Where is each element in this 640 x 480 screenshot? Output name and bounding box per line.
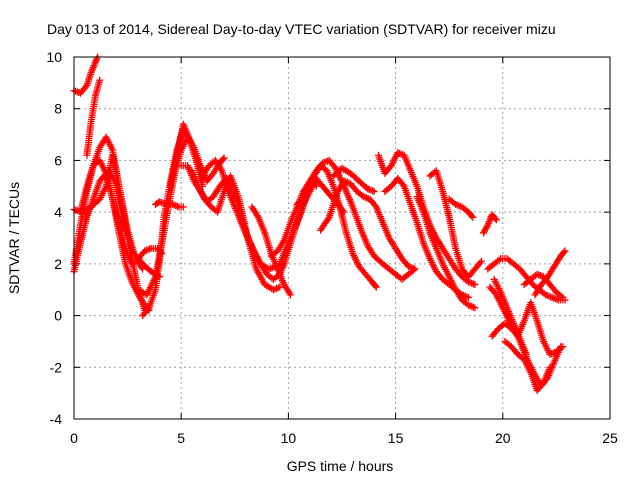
data-point — [477, 257, 485, 265]
series-track-27 — [480, 211, 500, 237]
data-point — [287, 291, 295, 299]
series-track-34 — [490, 275, 530, 358]
series-track-06 — [76, 156, 136, 268]
data-point — [560, 248, 568, 256]
data-point — [557, 344, 565, 352]
chart-title: Day 013 of 2014, Sidereal Day-to-day VTE… — [47, 21, 556, 37]
data-point — [471, 304, 479, 312]
y-tick-label: 2 — [54, 256, 62, 272]
data-point — [522, 350, 530, 358]
series-track-24 — [426, 167, 485, 281]
data-point — [559, 293, 567, 301]
series-track-31 — [501, 337, 554, 395]
series-track-11 — [151, 198, 187, 211]
series-track-15 — [248, 203, 295, 299]
x-axis-label: GPS time / hours — [287, 458, 394, 474]
data-point — [370, 187, 378, 195]
y-tick-label: 10 — [46, 49, 62, 65]
series-track-07 — [104, 167, 147, 273]
series-track-28 — [484, 255, 569, 304]
data-point — [399, 181, 407, 189]
x-tick-label: 15 — [388, 430, 404, 446]
y-tick-label: -4 — [50, 411, 63, 427]
data-point — [476, 259, 484, 267]
data-point — [179, 203, 187, 211]
y-tick-label: 8 — [54, 101, 62, 117]
data-point — [372, 283, 380, 291]
x-tick-label: 0 — [70, 430, 78, 446]
data-point — [559, 343, 567, 351]
y-tick-label: 0 — [54, 308, 62, 324]
data-point — [561, 247, 569, 255]
data-point — [468, 212, 476, 220]
data-point — [220, 154, 228, 162]
series-track-14 — [188, 167, 284, 294]
data-point — [324, 215, 332, 223]
data-point — [276, 283, 284, 291]
series-track-20 — [317, 177, 419, 273]
data-point — [144, 305, 152, 313]
data-point — [128, 260, 136, 268]
data-point — [492, 216, 500, 224]
data-point — [411, 265, 419, 273]
data-point — [219, 155, 227, 163]
y-axis-label: SDTVAR / TECUs — [6, 182, 22, 294]
data-point — [495, 256, 503, 264]
data-point — [557, 292, 565, 300]
x-tick-label: 20 — [495, 430, 511, 446]
x-tick-label: 5 — [177, 430, 185, 446]
data-point — [96, 76, 104, 84]
y-tick-label: 6 — [54, 152, 62, 168]
data-point — [471, 281, 479, 289]
x-tick-label: 25 — [602, 430, 618, 446]
plot-frame — [73, 56, 611, 420]
data-point — [491, 215, 499, 223]
series-track-32 — [531, 247, 569, 299]
grid-lines — [74, 57, 610, 419]
series-track-25 — [413, 193, 479, 312]
y-tick-label: -2 — [50, 359, 63, 375]
data-point — [483, 223, 491, 231]
y-tick-label: 4 — [54, 204, 62, 220]
series-track-01 — [70, 53, 102, 97]
data-point — [371, 282, 379, 290]
data-point — [546, 363, 554, 371]
series-track-33 — [520, 270, 567, 301]
data-point — [464, 293, 472, 301]
data-markers — [70, 53, 569, 395]
data-point — [139, 265, 147, 273]
series-track-26 — [445, 195, 477, 221]
data-point — [469, 213, 477, 221]
series-track-02 — [83, 76, 104, 159]
series-track-21 — [329, 164, 378, 195]
x-tick-label: 10 — [281, 430, 297, 446]
